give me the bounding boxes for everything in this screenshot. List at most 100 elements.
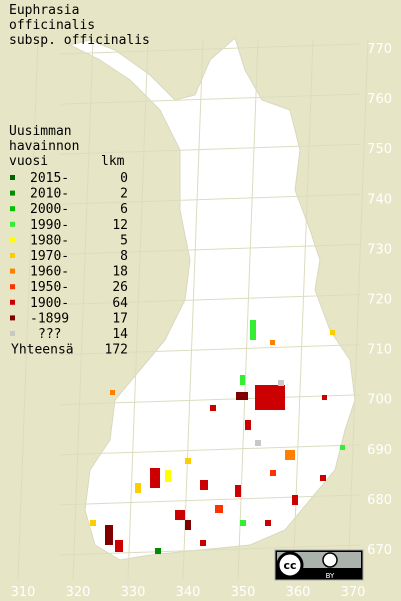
x-tick-label: 360 (286, 585, 311, 600)
x-tick-label: 310 (11, 585, 36, 600)
x-tick-label: 350 (231, 585, 256, 600)
y-tick-label: 700 (367, 393, 392, 408)
observation-square (215, 505, 223, 513)
legend-label: 1990- (30, 218, 69, 233)
legend-swatch (10, 299, 15, 305)
title-line: officinalis (9, 18, 95, 33)
x-tick-label: 320 (66, 585, 91, 600)
x-tick-label: 340 (176, 585, 201, 600)
observation-square (155, 548, 161, 554)
legend-swatch (10, 331, 15, 336)
observation-square (135, 483, 141, 493)
observation-square (340, 445, 345, 450)
y-tick-label: 730 (367, 242, 392, 257)
grid-line (72, 39, 94, 581)
grid-line (127, 39, 149, 581)
observation-square (90, 520, 96, 526)
legend-title: havainnon (9, 139, 79, 154)
observation-square (330, 330, 335, 335)
grid-line (59, 344, 361, 356)
legend-label: 1960- (30, 265, 69, 280)
grid-line (237, 39, 259, 581)
legend-count: 17 (112, 311, 128, 326)
x-tick-label: 330 (121, 585, 146, 600)
total-label: Yhteensä (11, 343, 74, 358)
y-tick-label: 740 (367, 192, 392, 207)
grid-line (292, 39, 314, 581)
observation-square (110, 390, 115, 395)
legend-title: Uusimman (9, 124, 72, 139)
legend-swatch (10, 253, 15, 258)
y-tick-label: 750 (367, 142, 392, 157)
observation-square (240, 520, 246, 526)
legend-label: 2010- (30, 187, 69, 202)
cc-circle (276, 551, 304, 579)
y-tick-label: 690 (367, 443, 392, 458)
legend-label: 1980- (30, 233, 69, 248)
legend-label: ??? (38, 327, 61, 342)
observation-square (115, 540, 123, 552)
legend-swatch (10, 268, 15, 274)
observation-square (285, 450, 295, 460)
legend-count: 6 (120, 202, 128, 217)
grid-line (182, 39, 204, 581)
grid-line (59, 544, 361, 556)
y-tick-label: 670 (367, 543, 392, 558)
grid-line (59, 143, 361, 155)
legend-label: 2015- (30, 171, 69, 186)
grid-line (59, 193, 361, 205)
legend-count: 2 (120, 187, 128, 202)
grid-line (17, 39, 39, 581)
count-header: lkm (101, 154, 125, 169)
grid-line (59, 494, 361, 506)
grid-line (59, 394, 361, 406)
legend-count: 64 (112, 296, 128, 311)
title-line: Euphrasia (9, 3, 79, 18)
legend-swatch (10, 315, 15, 321)
legend-count: 14 (112, 327, 128, 342)
by-icon (322, 552, 338, 568)
observation-square (245, 420, 251, 430)
total-count: 172 (105, 343, 128, 358)
legend-label: 1970- (30, 249, 69, 264)
observation-square (240, 375, 245, 385)
legend-count: 18 (112, 265, 128, 280)
legend-count: 26 (112, 280, 128, 295)
grid-line (59, 93, 361, 105)
observation-square (185, 458, 191, 464)
observation-square (270, 470, 276, 476)
observation-square (105, 525, 113, 545)
legend-count: 8 (120, 249, 128, 264)
y-tick-label: 710 (367, 343, 392, 358)
license-badge: cc BY (274, 549, 364, 581)
observation-square (255, 440, 261, 446)
observation-square (165, 470, 171, 482)
y-tick-label: 720 (367, 293, 392, 308)
observation-square (200, 480, 208, 490)
legend-label: 1950- (30, 280, 69, 295)
legend-label: 2000- (30, 202, 69, 217)
cc-text: cc (283, 559, 296, 572)
legend-count: 5 (120, 233, 128, 248)
observation-square (270, 340, 275, 345)
observation-square (322, 395, 327, 400)
observation-square (255, 385, 285, 410)
legend-label: -1899 (30, 311, 69, 326)
grid-line (59, 43, 361, 55)
legend-title: vuosi (9, 154, 48, 169)
legend-swatch (10, 190, 15, 196)
grid-line (59, 243, 361, 255)
observation-square (150, 468, 160, 488)
observation-square (250, 320, 256, 340)
grid-line (347, 39, 369, 581)
legend-count: 12 (112, 218, 128, 233)
observation-square (210, 405, 216, 411)
legend-count: 0 (120, 171, 128, 186)
legend-swatch (10, 237, 15, 243)
observation-square (235, 485, 241, 497)
y-tick-label: 770 (367, 42, 392, 57)
